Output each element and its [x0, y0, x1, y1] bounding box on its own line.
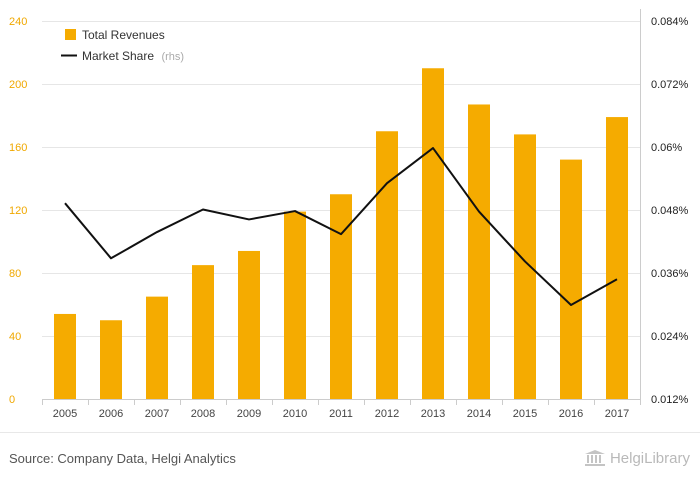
x-tick-label: 2017	[605, 408, 629, 420]
chart: 0 40 80 120 160 200 240 0.012% 0.024% 0.036% 0.048…	[9, 9, 689, 420]
x-tick-label: 2014	[467, 408, 491, 420]
bar	[330, 194, 352, 399]
legend-label-bar: Total Revenues	[82, 28, 165, 42]
x-tick-label: 2013	[421, 408, 445, 420]
y-right-tick-label: 0.048%	[651, 205, 689, 217]
y-left-tick-label: 160	[9, 142, 27, 154]
bar	[422, 68, 444, 399]
x-tick-label: 2010	[283, 408, 307, 420]
y-right-tick-label: 0.06%	[651, 142, 682, 154]
x-tick-label: 2015	[513, 408, 537, 420]
market-share-line	[64, 147, 618, 307]
legend-label-line: Market Share (rhs)	[82, 47, 184, 64]
y-left-tick-label: 0	[9, 394, 15, 406]
library-icon	[584, 450, 605, 466]
y-right-tick-label: 0.084%	[651, 16, 689, 28]
bar	[468, 104, 490, 399]
bar	[606, 117, 628, 399]
y-left-tick-label: 200	[9, 79, 27, 91]
y-right-tick-label: 0.072%	[651, 79, 689, 91]
bar	[514, 134, 536, 399]
brand-name: HelgiLibrary	[609, 449, 690, 467]
y-left-tick-label: 80	[9, 268, 21, 280]
y-right-tick-label: 0.012%	[651, 394, 689, 406]
x-tick-label: 2011	[329, 408, 353, 420]
x-tick-label: 2007	[145, 408, 169, 420]
x-tick-label: 2016	[559, 408, 583, 420]
brand-logo: HelgiLibrary	[584, 449, 690, 467]
y-left-tick-label: 120	[9, 205, 27, 217]
x-tick-label: 2009	[237, 408, 261, 420]
line-series	[64, 147, 618, 307]
y-right-tick-label: 0.036%	[651, 268, 689, 280]
y-right-tick-label: 0.024%	[651, 331, 689, 343]
y-left-tick-label: 240	[9, 16, 27, 28]
x-tick-label: 2006	[99, 408, 123, 420]
bar	[560, 159, 582, 399]
x-tick-label: 2005	[53, 408, 77, 420]
bar	[238, 250, 260, 399]
y-left-tick-label: 40	[9, 331, 21, 343]
bar	[54, 313, 76, 399]
x-tick-label: 2008	[191, 408, 215, 420]
legend-label-line-note: (rhs)	[161, 51, 184, 63]
legend-label-line-name: Market Share	[82, 49, 154, 63]
bar-series	[54, 68, 628, 399]
bar	[284, 211, 306, 399]
footer-divider	[0, 432, 700, 433]
source-note: Source: Company Data, Helgi Analytics	[9, 451, 236, 466]
x-tick-label: 2012	[375, 408, 399, 420]
legend: Total Revenues Market Share (rhs)	[61, 28, 184, 64]
bar	[146, 296, 168, 399]
axes: 0 40 80 120 160 200 240 0.012% 0.024% 0.036% 0.048…	[9, 9, 689, 420]
bar	[100, 320, 122, 399]
bar	[376, 131, 398, 399]
legend-swatch-bar	[65, 29, 76, 40]
bar	[192, 265, 214, 399]
